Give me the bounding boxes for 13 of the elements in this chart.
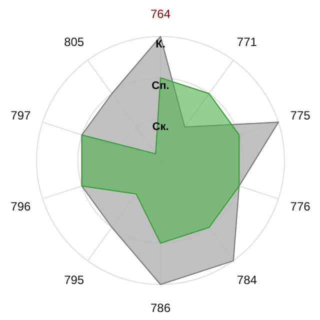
spoke-label: 775 [290, 108, 311, 123]
spoke-label: 784 [236, 272, 258, 287]
y-tick-label: Ск. [152, 121, 169, 134]
y-tick-label: Сп. [152, 80, 170, 92]
y-tick-label: К. [156, 38, 166, 51]
spoke-label: 786 [150, 301, 171, 315]
spoke-label: 805 [64, 35, 84, 50]
spoke-label: 771 [236, 35, 258, 50]
spoke-label: 795 [64, 272, 84, 287]
spoke-label: 797 [10, 108, 32, 123]
spoke-label: 796 [10, 199, 32, 214]
spoke-label: 776 [290, 199, 311, 214]
spoke-label: 764 [150, 7, 171, 21]
